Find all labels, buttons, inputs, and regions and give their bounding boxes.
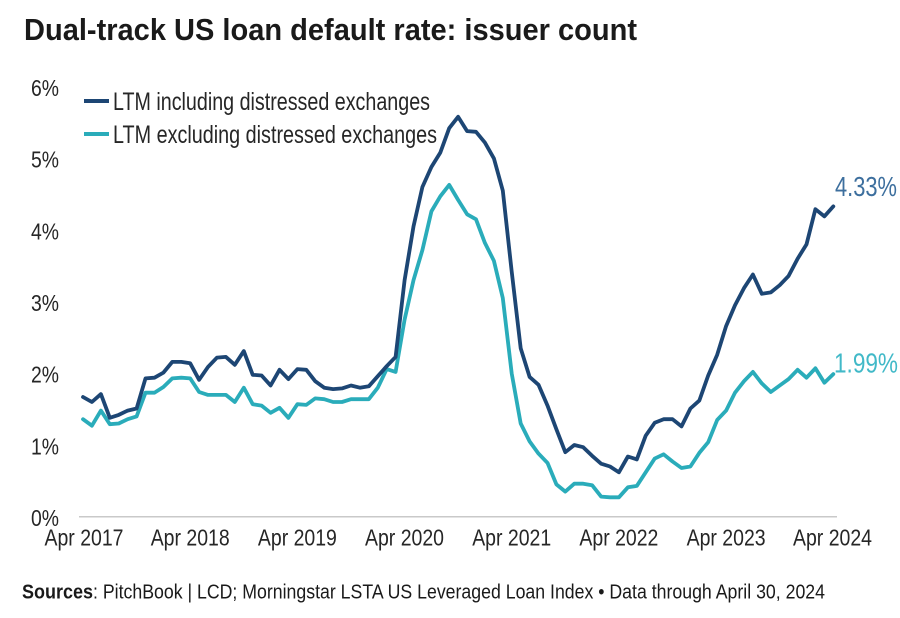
svg-text:: PitchBook | LCD; Morningstar: : PitchBook | LCD; Morningstar LSTA US L… (93, 581, 825, 604)
svg-text:6%: 6% (31, 75, 59, 101)
svg-text:Apr 2017: Apr 2017 (45, 525, 124, 551)
svg-text:1.99%: 1.99% (834, 348, 898, 379)
svg-text:Apr 2020: Apr 2020 (365, 525, 444, 551)
svg-text:Apr 2021: Apr 2021 (472, 525, 551, 551)
svg-text:4%: 4% (31, 218, 59, 244)
svg-text:Apr 2018: Apr 2018 (151, 525, 230, 551)
svg-text:LTM excluding distressed excha: LTM excluding distressed exchanges (113, 121, 437, 149)
svg-text:Apr 2024: Apr 2024 (793, 525, 872, 551)
svg-text:5%: 5% (31, 147, 59, 173)
svg-text:0%: 0% (31, 505, 59, 531)
svg-text:Apr 2022: Apr 2022 (579, 525, 658, 551)
svg-text:Apr 2019: Apr 2019 (258, 525, 337, 551)
svg-text:4.33%: 4.33% (835, 171, 897, 202)
svg-text:2%: 2% (31, 362, 59, 388)
svg-text:Dual-track US loan default rat: Dual-track US loan default rate: issuer … (24, 12, 637, 47)
svg-text:3%: 3% (31, 290, 59, 316)
svg-text:1%: 1% (31, 433, 59, 459)
svg-text:LTM including distressed excha: LTM including distressed exchanges (113, 88, 430, 116)
svg-text:Sources: Sources (22, 581, 93, 604)
svg-text:Apr 2023: Apr 2023 (687, 525, 766, 551)
